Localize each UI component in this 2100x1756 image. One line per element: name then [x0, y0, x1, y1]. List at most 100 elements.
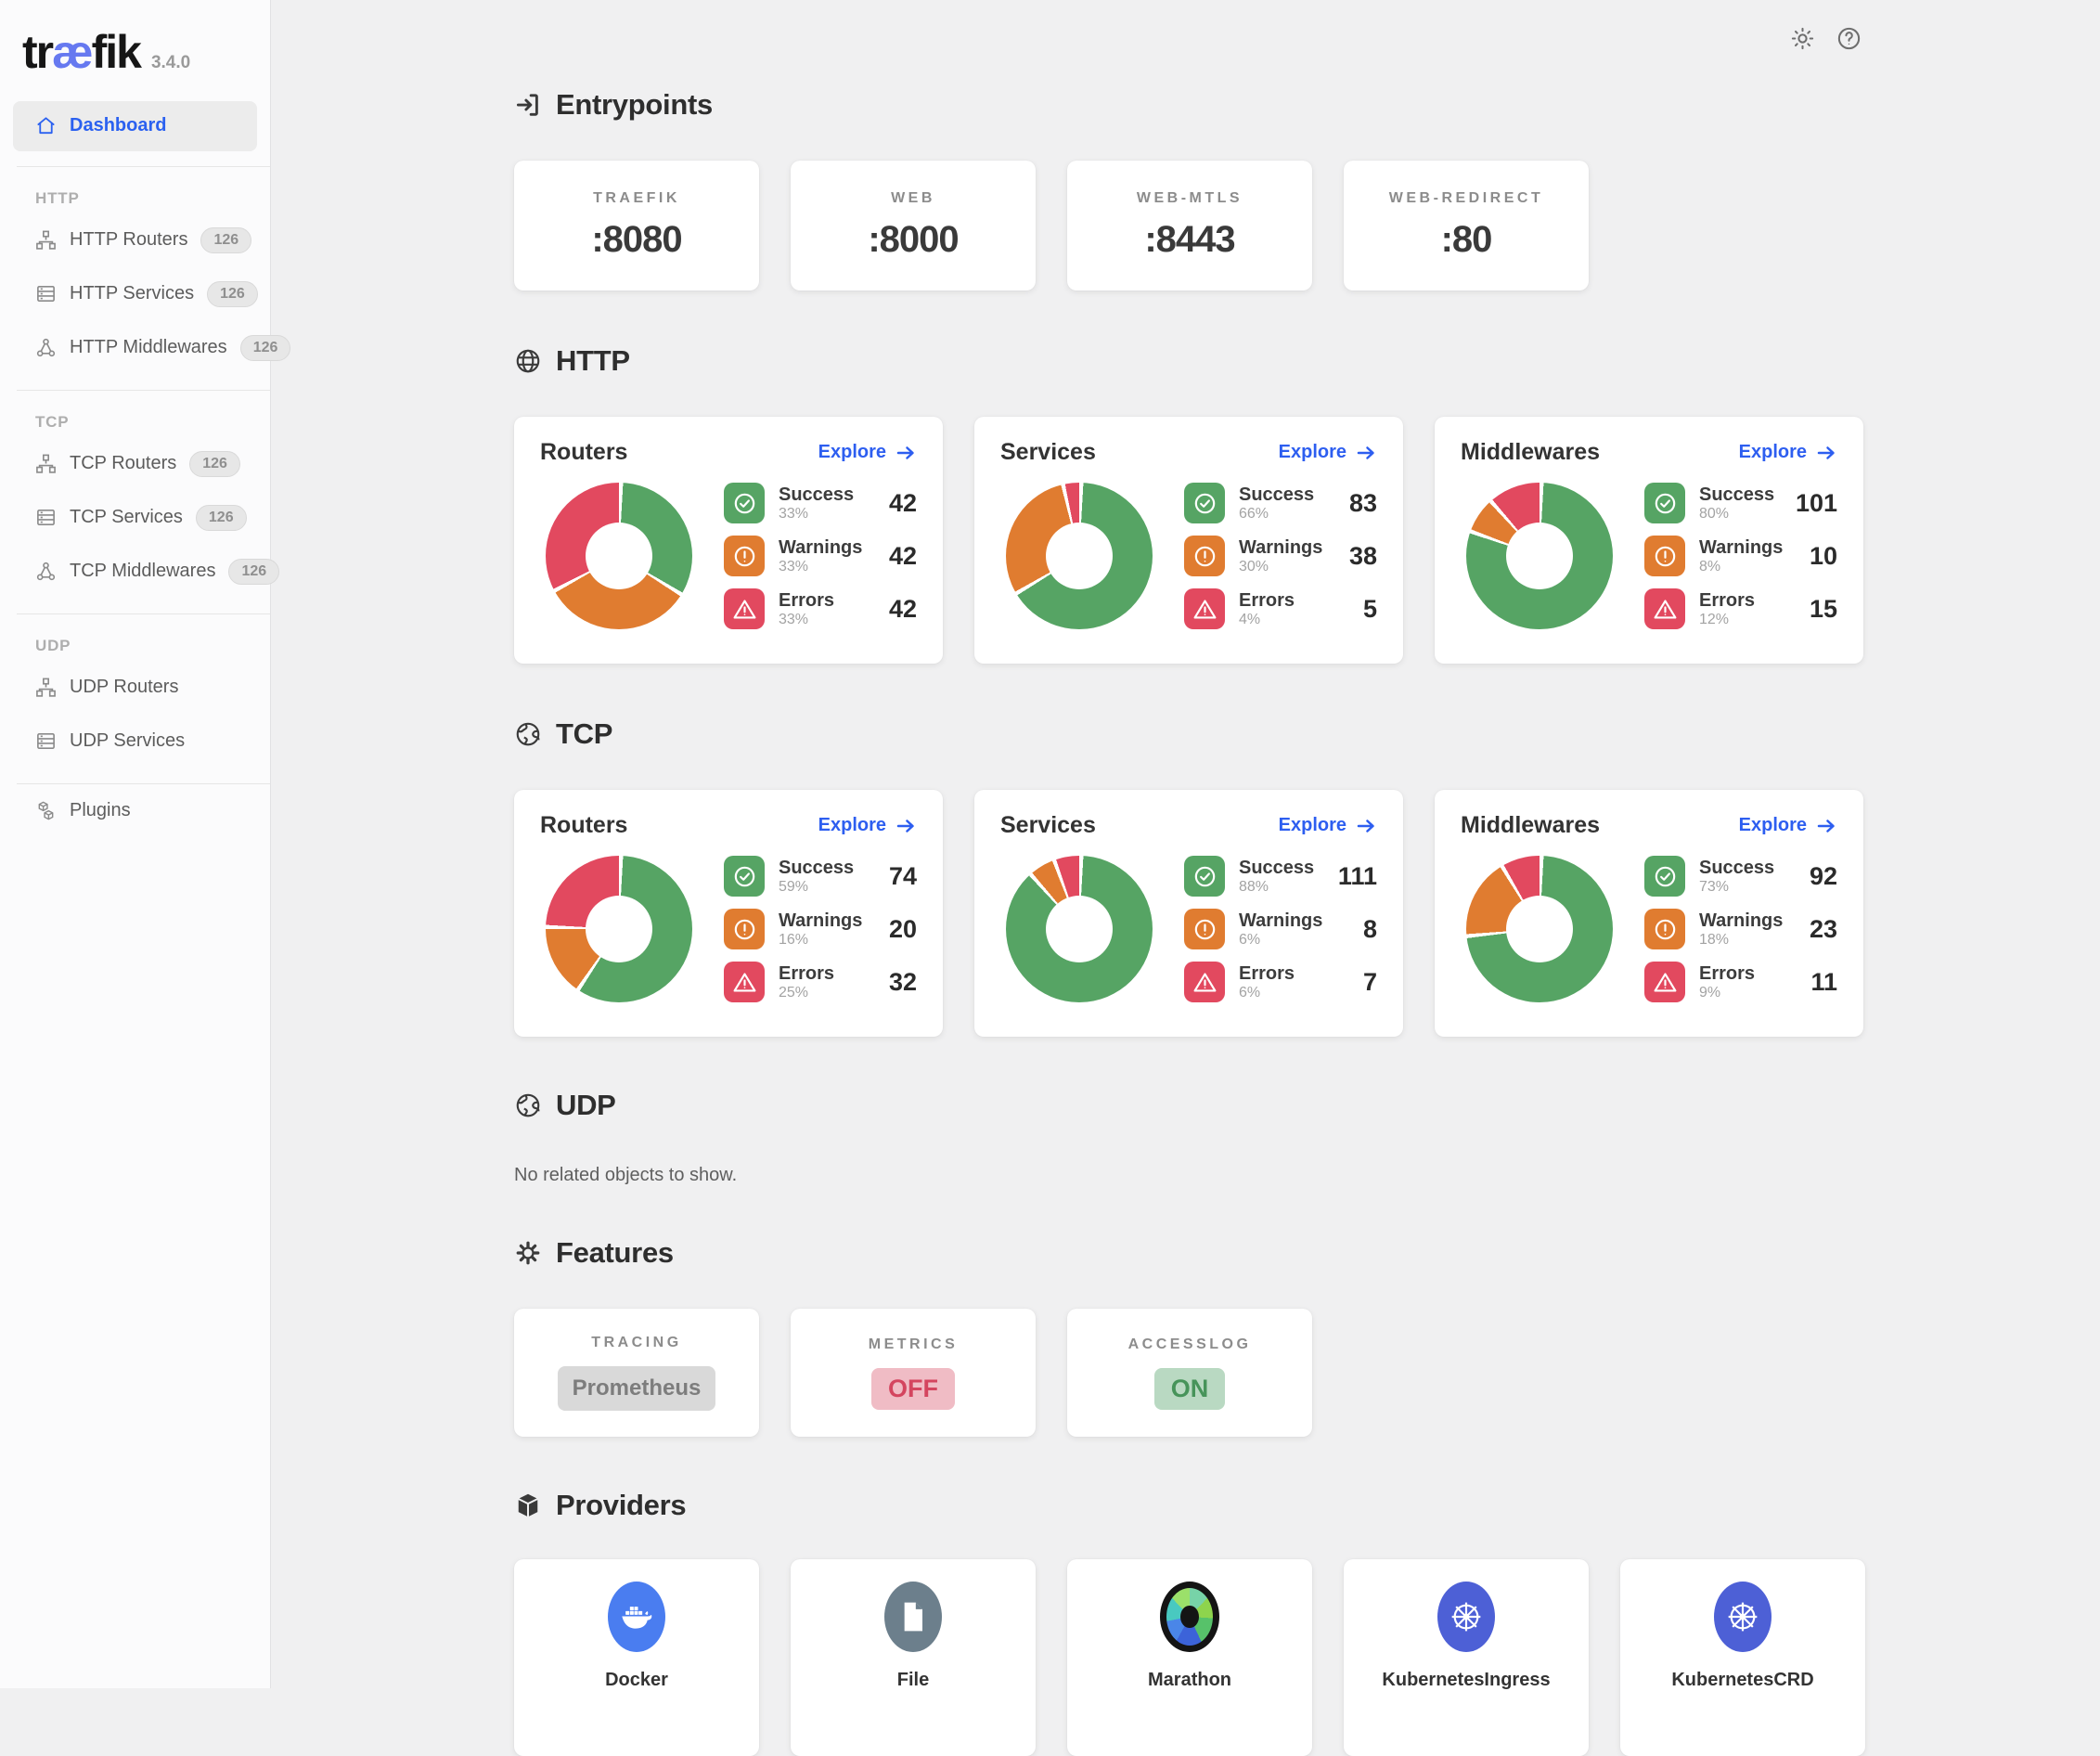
sidebar-nav: Dashboard HTTP HTTP Routers 126 HTTP Service… — [0, 100, 291, 838]
sidebar-item-label: Dashboard — [70, 115, 167, 136]
provider-card-docker: Docker — [514, 1559, 759, 1756]
legend-row-error: Errors 33% 42 — [724, 588, 917, 629]
legend-value: 32 — [888, 967, 917, 996]
count-badge: 126 — [239, 334, 291, 361]
legend-texts: Errors 12% — [1699, 590, 1755, 628]
features-heading: Features — [514, 1236, 2100, 1270]
stat-card-header: Middlewares Explore — [1461, 439, 1837, 466]
feature-card-metrics: METRICS OFF — [791, 1309, 1036, 1437]
sidebar-item-dashboard[interactable]: Dashboard — [13, 100, 257, 151]
explore-link[interactable]: Explore — [818, 815, 917, 837]
sidebar-item-label: Plugins — [70, 800, 131, 820]
stat-card-header: Routers Explore — [540, 812, 917, 839]
legend-value: 23 — [1809, 914, 1837, 943]
sidebar-divider — [17, 613, 270, 614]
udp-heading: UDP — [514, 1089, 2100, 1122]
alert-triangle-icon — [724, 962, 765, 1002]
legend-label: Success — [1699, 857, 1775, 878]
legend-row-warning: Warnings 18% 23 — [1644, 909, 1837, 949]
alert-triangle-icon — [1184, 588, 1225, 629]
legend-texts: Warnings 6% — [1239, 910, 1322, 949]
sidebar-item-plugins[interactable]: Plugins — [0, 784, 270, 838]
feature-card-tracing: TRACING Prometheus — [514, 1309, 759, 1437]
legend-texts: Warnings 16% — [779, 910, 862, 949]
explore-link[interactable]: Explore — [1279, 442, 1377, 464]
alert-circle-icon — [724, 909, 765, 949]
legend-label: Errors — [779, 962, 835, 984]
legend-label: Warnings — [1239, 910, 1323, 931]
legend-label: Errors — [779, 589, 835, 611]
stat-card-title: Middlewares — [1461, 812, 1601, 838]
explore-label: Explore — [1278, 442, 1346, 462]
check-circle-icon — [1184, 856, 1225, 897]
explore-link[interactable]: Explore — [1739, 815, 1837, 837]
legend: Success 80% 101 Warnings 8% 10 Errors 12% 15 — [1644, 483, 1837, 629]
arrow-right-icon — [895, 815, 917, 837]
legend-row-warning: Warnings 8% 10 — [1644, 536, 1837, 576]
sidebar-item-http-middlewares[interactable]: HTTP Middlewares 126 — [0, 321, 291, 375]
sidebar-section-title-http: HTTP — [35, 188, 80, 207]
legend-row-warning: Warnings 6% 8 — [1184, 909, 1377, 949]
provider-name: KubernetesCRD — [1671, 1670, 1814, 1690]
sidebar-item-udp-routers[interactable]: UDP Routers — [0, 661, 270, 715]
legend-label: Errors — [1699, 962, 1756, 984]
stat-card-header: Services Explore — [1000, 812, 1377, 839]
entrypoint-cards: TRAEFIK:8080 WEB:8000 WEB-MTLS:8443 WEB-RED… — [514, 161, 2100, 291]
sidebar-divider — [17, 165, 270, 167]
feature-card-accesslog: ACCESSLOG ON — [1067, 1309, 1312, 1437]
providers-heading: Providers — [514, 1489, 2100, 1522]
entrypoint-name: WEB — [891, 190, 935, 206]
legend-value: 42 — [888, 594, 917, 623]
help-circle-icon[interactable] — [1836, 25, 1862, 52]
explore-link[interactable]: Explore — [818, 442, 917, 464]
logo-text: træfik — [22, 26, 142, 78]
sidebar-item-http-routers[interactable]: HTTP Routers 126 — [0, 213, 270, 267]
legend-value: 11 — [1810, 967, 1837, 996]
section-title: UDP — [556, 1089, 616, 1121]
theme-sun-icon[interactable] — [1789, 25, 1816, 52]
stat-card-http-middlewares: Middlewares Explore Success 80% 101 Warnings 8… — [1435, 417, 1863, 664]
docker-logo-icon — [608, 1582, 665, 1652]
stat-card-body: Success 73% 92 Warnings 18% 23 Errors 9% 11 — [1461, 856, 1837, 1002]
legend-value: 42 — [888, 541, 917, 570]
legend: Success 66% 83 Warnings 30% 38 Errors 4% 5 — [1184, 483, 1377, 629]
logo-part: fik — [91, 26, 142, 78]
entrypoint-name: WEB-REDIRECT — [1388, 190, 1544, 206]
sidebar-item-tcp-routers[interactable]: TCP Routers 126 — [0, 437, 270, 491]
legend-value: 42 — [888, 488, 917, 517]
stat-card-http-routers: Routers Explore Success 33% 42 Warnings 33% 42 E… — [514, 417, 943, 664]
explore-link[interactable]: Explore — [1739, 442, 1837, 464]
sidebar-item-tcp-services[interactable]: TCP Services 126 — [0, 491, 270, 545]
legend: Success 59% 74 Warnings 16% 20 Errors 25% 32 — [724, 856, 917, 1002]
legend-row-error: Errors 12% 15 — [1644, 588, 1837, 629]
legend-value: 10 — [1809, 541, 1837, 570]
home-icon — [35, 115, 57, 136]
legend-percent: 33% — [779, 505, 809, 522]
legend-label: Warnings — [779, 910, 863, 931]
check-circle-icon — [1644, 856, 1685, 897]
middlewares-icon — [35, 561, 57, 582]
legend-percent: 18% — [1699, 931, 1730, 948]
sidebar-item-udp-services[interactable]: UDP Services — [0, 715, 270, 768]
explore-link[interactable]: Explore — [1279, 815, 1377, 837]
legend-percent: 66% — [1239, 505, 1269, 522]
section-title: Entrypoints — [556, 88, 713, 121]
services-icon — [35, 507, 57, 528]
explore-label: Explore — [1738, 442, 1807, 462]
legend-label: Errors — [1239, 589, 1295, 611]
provider-cards: Docker File Marathon KubernetesIngress Kuber… — [514, 1559, 2100, 1756]
sidebar-item-http-services[interactable]: HTTP Services 126 — [0, 267, 270, 321]
stat-card-tcp-routers: Routers Explore Success 59% 74 Warnings 16% 20 E… — [514, 790, 943, 1037]
entrypoint-card-web-mtls: WEB-MTLS:8443 — [1067, 161, 1312, 291]
legend-row-warning: Warnings 33% 42 — [724, 536, 917, 576]
http-heading: HTTP — [514, 344, 2100, 378]
legend-percent: 12% — [1699, 611, 1730, 627]
feature-value-badge: Prometheus — [557, 1366, 716, 1411]
sidebar-item-tcp-middlewares[interactable]: TCP Middlewares 126 — [0, 545, 280, 599]
explore-label: Explore — [818, 442, 886, 462]
legend-label: Success — [779, 484, 855, 505]
legend-row-success: Success 33% 42 — [724, 483, 917, 523]
section-http: HTTP Routers Explore Success 33% 42 Warnings 33… — [514, 344, 2100, 664]
legend-texts: Warnings 8% — [1699, 537, 1783, 575]
alert-circle-icon — [1184, 909, 1225, 949]
